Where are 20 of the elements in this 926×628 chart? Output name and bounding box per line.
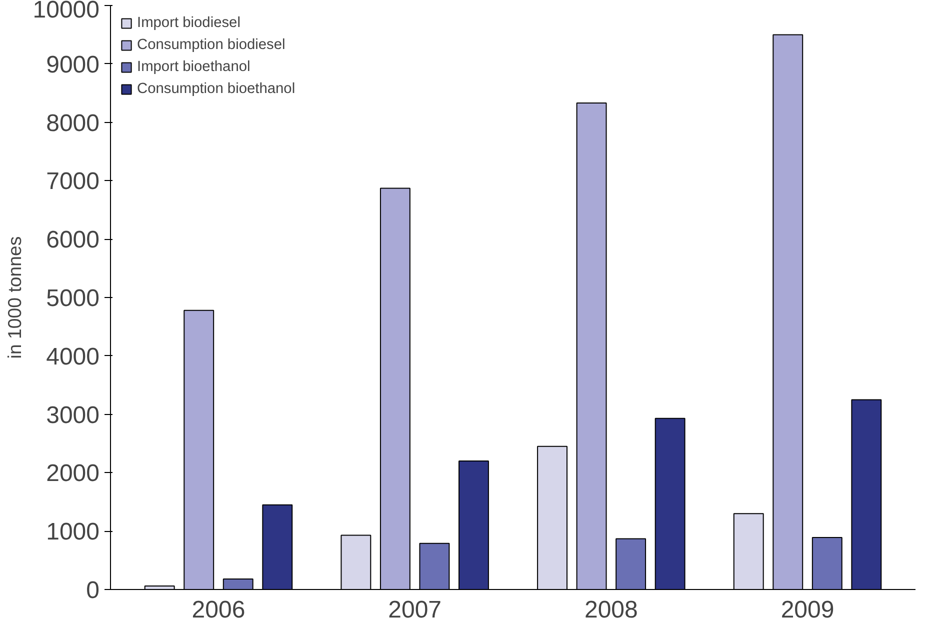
y-tick-label: 8000 bbox=[46, 110, 100, 137]
y-tick-label: 10000 bbox=[32, 0, 100, 24]
x-tick-label: 2009 bbox=[780, 596, 834, 624]
y-axis-title: in 1000 tonnes bbox=[4, 236, 25, 359]
y-tick-label: 3000 bbox=[46, 402, 100, 429]
y-tick-label: 5000 bbox=[46, 285, 100, 312]
y-tick-label: 1000 bbox=[46, 518, 100, 546]
legend-label: Import biodiesel bbox=[137, 15, 240, 31]
y-tick-label: 6000 bbox=[46, 226, 100, 254]
legend-label: Import bioethanol bbox=[137, 59, 250, 75]
y-tick-label: 0 bbox=[86, 577, 100, 604]
y-tick-label: 2000 bbox=[46, 460, 100, 488]
x-tick-label: 2007 bbox=[388, 596, 442, 624]
y-tick-label: 7000 bbox=[46, 168, 100, 196]
x-tick-label: 2008 bbox=[584, 596, 638, 624]
legend-label: Consumption biodiesel bbox=[137, 37, 286, 53]
legend-label: Consumption bioethanol bbox=[137, 81, 296, 97]
y-tick-label: 9000 bbox=[46, 51, 100, 78]
x-tick-label: 2006 bbox=[192, 596, 246, 624]
y-tick-label: 4000 bbox=[46, 343, 100, 370]
